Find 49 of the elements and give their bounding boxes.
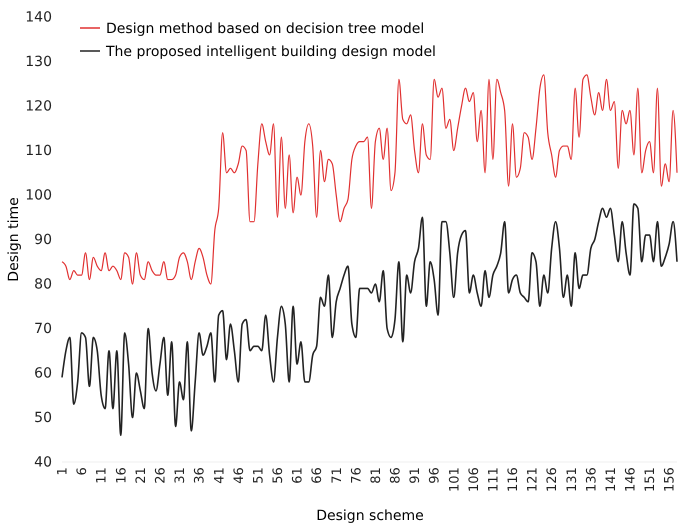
x-tick-label: 46 [232, 467, 247, 484]
x-tick-label: 141 [604, 467, 619, 492]
line-series [61, 203, 678, 436]
x-tick-label: 21 [134, 467, 149, 484]
x-tick-label: 146 [624, 467, 639, 492]
x-tick-label: 116 [506, 467, 522, 492]
x-tick-label: 136 [584, 467, 600, 492]
x-tick-label: 16 [114, 467, 130, 484]
x-tick-label: 36 [192, 467, 208, 484]
y-tick-label: 120 [25, 98, 52, 114]
x-tick-label: 6 [75, 467, 90, 476]
x-tick-label: 41 [212, 467, 228, 484]
x-tick-label: 31 [173, 467, 188, 484]
x-tick-label: 11 [94, 467, 110, 484]
x-tick-label: 81 [368, 467, 384, 484]
y-tick-label: 70 [34, 320, 52, 337]
y-tick-label: 40 [34, 454, 52, 470]
legend-label: The proposed intelligent building design model [105, 44, 436, 60]
x-tick-label: 71 [330, 467, 345, 484]
y-tick-label: 60 [34, 365, 52, 382]
legend-label: Design method based on decision tree model [106, 20, 424, 37]
x-tick-label: 126 [545, 467, 560, 492]
x-tick-label: 86 [388, 467, 404, 484]
x-tick-label: 51 [251, 467, 266, 484]
x-tick-label: 1 [56, 467, 71, 476]
x-tick-label: 131 [564, 467, 580, 492]
x-tick-label: 91 [408, 467, 424, 484]
x-axis-title: Design scheme [316, 508, 424, 524]
x-tick-label: 76 [349, 467, 364, 484]
y-tick-label: 130 [25, 54, 52, 70]
x-tick-label: 26 [153, 467, 168, 484]
y-tick-label: 100 [25, 187, 52, 204]
x-tick-label: 61 [290, 467, 306, 484]
y-tick-label: 110 [25, 142, 52, 159]
line-series [61, 74, 678, 285]
y-tick-label: 140 [25, 9, 52, 26]
x-tick-label: 101 [447, 467, 462, 492]
x-tick-label: 56 [270, 467, 286, 484]
y-tick-label: 50 [34, 410, 52, 426]
y-tick-label: 90 [34, 232, 52, 248]
x-tick-label: 66 [310, 467, 326, 484]
x-tick-label: 96 [428, 467, 443, 484]
x-tick-label: 111 [486, 467, 502, 492]
x-tick-label: 121 [526, 467, 541, 492]
x-tick-label: 156 [662, 467, 678, 492]
x-tick-label: 106 [466, 467, 482, 492]
y-tick-label: 80 [34, 276, 52, 292]
x-tick-label: 151 [643, 467, 658, 492]
y-axis-title: Design time [6, 197, 22, 282]
